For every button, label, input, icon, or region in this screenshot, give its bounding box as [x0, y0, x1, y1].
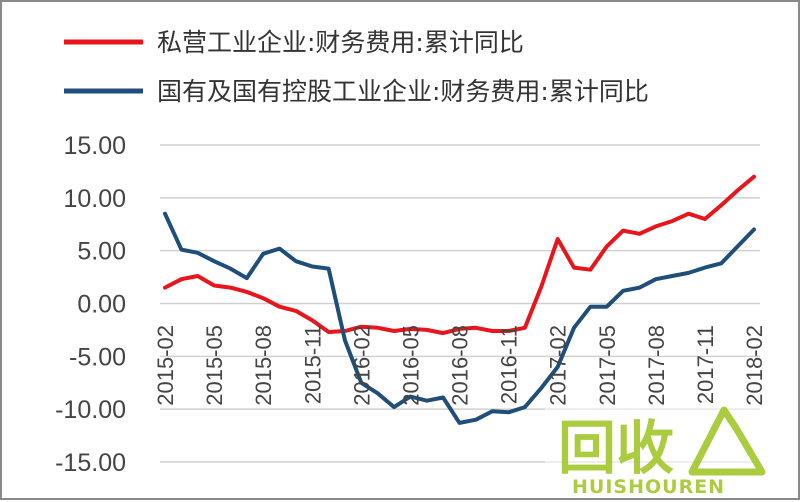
y-tick-label: 10.00	[63, 185, 126, 213]
x-tick-label: 2015-11	[300, 325, 325, 404]
series-line-state-owned	[163, 211, 756, 425]
x-tick-label: 2015-05	[202, 325, 227, 406]
x-tick-label: 2017-05	[595, 325, 620, 406]
legend-label: 国有及国有控股工业企业:财务费用:累计同比	[157, 77, 649, 106]
x-tick-labels: 2015-02 2015-05 2015-08 2015-11 2016-02 2016-…	[153, 325, 767, 406]
y-tick-label: -10.00	[55, 396, 126, 424]
watermark-text-cn: 回收	[558, 414, 674, 482]
x-tick-label: 2016-08	[448, 325, 473, 406]
x-tick-label: 2017-11	[693, 325, 718, 404]
legend-label: 私营工业企业:财务费用:累计同比	[157, 28, 524, 57]
x-tick-label: 2016-11	[497, 325, 522, 404]
watermark-backdrop	[545, 408, 763, 492]
x-tick-label: 2017-08	[644, 325, 669, 406]
x-tick-label: 2015-08	[251, 325, 276, 406]
x-tick-label: 2016-05	[398, 325, 423, 406]
watermark-text-en: HUISHOUREN	[572, 476, 725, 498]
x-tick-label: 2016-02	[349, 325, 374, 406]
y-tick-label: 0.00	[77, 291, 126, 319]
y-tick-label: -5.00	[69, 343, 126, 371]
x-tick-label: 2018-02	[742, 325, 767, 406]
y-tick-labels: 15.00 10.00 5.00 0.00 -5.00 -10.00 -15.00	[55, 132, 126, 477]
y-tick-label: 5.00	[77, 238, 126, 266]
watermark-person-icon	[688, 406, 766, 476]
x-tick-label: 2017-02	[546, 325, 571, 406]
x-tick-label: 2015-02	[153, 325, 178, 406]
gridlines	[160, 144, 760, 463]
y-tick-label: 15.00	[63, 132, 126, 160]
series-lines	[163, 174, 756, 425]
series-line-private	[163, 174, 756, 336]
y-tick-label: -15.00	[55, 449, 126, 477]
